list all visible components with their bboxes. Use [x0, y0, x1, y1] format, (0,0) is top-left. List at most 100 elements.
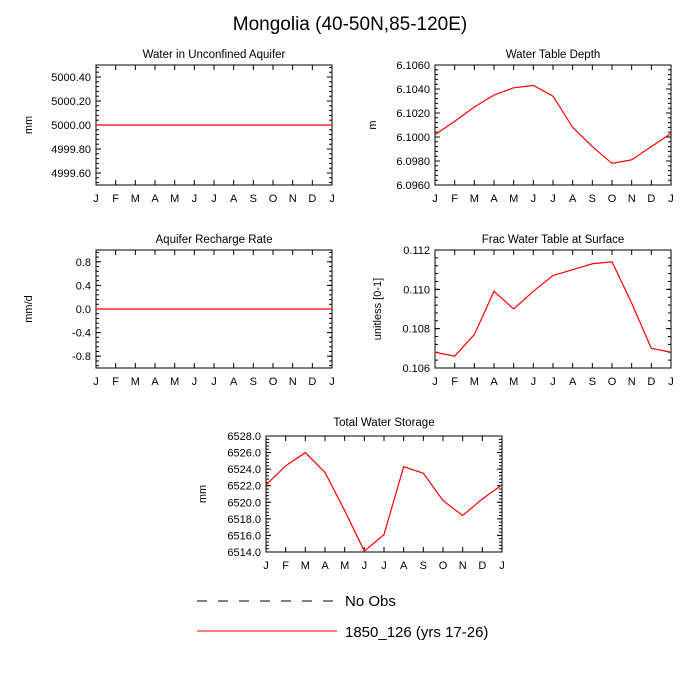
- figure-title: Mongolia (40-50N,85-120E): [233, 14, 467, 35]
- y-axis-label: m: [367, 120, 379, 129]
- y-tick-label: 6528.0: [227, 431, 261, 443]
- panel-title: Frac Water Table at Surface: [482, 234, 625, 246]
- y-tick-label: 6.1040: [396, 84, 430, 96]
- panel-title: Water Table Depth: [506, 49, 601, 61]
- x-tick-label: J: [668, 193, 674, 205]
- x-tick-label: J: [263, 560, 269, 572]
- y-tick-label: 5000.40: [51, 72, 91, 84]
- x-tick-label: A: [230, 193, 238, 205]
- x-tick-label: J: [550, 193, 556, 205]
- x-tick-label: M: [509, 376, 518, 388]
- x-tick-label: N: [289, 193, 297, 205]
- y-tick-label: 6.0960: [396, 180, 430, 192]
- panel-total-water-storage: Total Water Storage mm J F M A M J J A S O N D J6514…: [197, 417, 505, 572]
- plot-frame: [434, 64, 672, 186]
- x-tick-label: S: [420, 560, 427, 572]
- plot-frame: [434, 249, 672, 369]
- x-tick-label: J: [432, 376, 438, 388]
- y-tick-label: 0.4: [76, 280, 91, 292]
- y-tick-label: 6514.0: [227, 547, 261, 559]
- x-tick-label: S: [250, 193, 257, 205]
- x-tick-label: A: [569, 193, 577, 205]
- panel-title: Aquifer Recharge Rate: [156, 234, 273, 246]
- x-tick-label: J: [531, 193, 537, 205]
- y-tick-label: 0.112: [403, 245, 430, 257]
- legend-label-model-run: 1850_126 (yrs 17-26): [345, 624, 488, 641]
- y-axis-label: unitless [0-1]: [372, 278, 384, 340]
- x-tick-label: J: [211, 193, 217, 205]
- x-tick-label: J: [432, 193, 438, 205]
- x-tick-label: A: [151, 193, 159, 205]
- x-tick-label: J: [93, 376, 99, 388]
- series-line: [434, 84, 672, 165]
- x-tick-label: A: [490, 376, 498, 388]
- x-tick-label: N: [628, 193, 636, 205]
- x-tick-label: J: [668, 376, 674, 388]
- x-tick-label: M: [131, 193, 140, 205]
- legend: No Obs 1850_126 (yrs 17-26): [197, 593, 488, 641]
- x-tick-label: M: [470, 193, 479, 205]
- y-tick-label: 6524.0: [227, 464, 261, 476]
- y-tick-label: -0.8: [72, 351, 91, 363]
- x-tick-label: J: [192, 193, 198, 205]
- y-tick-label: 6526.0: [227, 448, 261, 460]
- x-tick-label: F: [451, 193, 458, 205]
- y-tick-label: 6522.0: [227, 481, 261, 493]
- y-tick-label: 4999.80: [51, 144, 91, 156]
- x-tick-label: D: [308, 376, 316, 388]
- x-tick-label: F: [112, 193, 119, 205]
- x-tick-label: D: [478, 560, 486, 572]
- y-tick-label: 6518.0: [227, 514, 261, 526]
- panel-title: Water in Unconfined Aquifer: [143, 49, 286, 61]
- y-tick-label: 0.108: [402, 324, 430, 336]
- x-tick-label: J: [381, 560, 387, 572]
- x-tick-label: S: [250, 376, 257, 388]
- x-tick-label: J: [499, 560, 505, 572]
- x-tick-label: M: [170, 376, 179, 388]
- x-tick-label: N: [289, 376, 297, 388]
- y-axis-label: mm: [197, 485, 209, 503]
- x-tick-label: F: [282, 560, 289, 572]
- x-tick-label: M: [470, 376, 479, 388]
- y-axis-label: mm/d: [23, 295, 35, 323]
- y-tick-label: 4999.60: [51, 168, 91, 180]
- x-tick-label: D: [308, 193, 316, 205]
- y-tick-label: 5000.20: [51, 96, 91, 108]
- x-tick-label: M: [509, 193, 518, 205]
- y-tick-label: 0.0: [76, 304, 91, 316]
- x-tick-label: O: [269, 193, 278, 205]
- x-tick-label: A: [569, 376, 577, 388]
- series-line: [434, 261, 672, 357]
- x-tick-label: J: [550, 376, 556, 388]
- x-tick-label: N: [628, 376, 636, 388]
- y-tick-label: 0.8: [76, 257, 91, 269]
- y-tick-label: 6.1060: [396, 60, 430, 72]
- x-tick-label: J: [362, 560, 368, 572]
- x-tick-label: A: [321, 560, 329, 572]
- x-tick-label: O: [608, 376, 617, 388]
- x-tick-label: N: [459, 560, 467, 572]
- x-tick-label: A: [400, 560, 408, 572]
- series-line: [265, 451, 503, 553]
- x-tick-label: M: [340, 560, 349, 572]
- panel-water-table-depth: Water Table Depth m J F M A M J J A S O N D J6.09606…: [367, 49, 674, 205]
- y-tick-label: 5000.00: [51, 120, 91, 132]
- x-tick-label: J: [329, 193, 335, 205]
- x-tick-label: M: [170, 193, 179, 205]
- legend-label-no-obs: No Obs: [345, 593, 396, 610]
- x-tick-label: D: [647, 193, 655, 205]
- panel-frac-water-table-at-surface: Frac Water Table at Surface unitless [0-…: [372, 234, 674, 388]
- x-tick-label: J: [93, 193, 99, 205]
- y-tick-label: 6520.0: [227, 497, 261, 509]
- x-tick-label: M: [301, 560, 310, 572]
- x-tick-label: A: [490, 193, 498, 205]
- x-tick-label: F: [112, 376, 119, 388]
- x-tick-label: O: [608, 193, 617, 205]
- y-tick-label: 6.0980: [396, 156, 430, 168]
- x-tick-label: O: [439, 560, 448, 572]
- x-tick-label: J: [531, 376, 537, 388]
- x-tick-label: F: [451, 376, 458, 388]
